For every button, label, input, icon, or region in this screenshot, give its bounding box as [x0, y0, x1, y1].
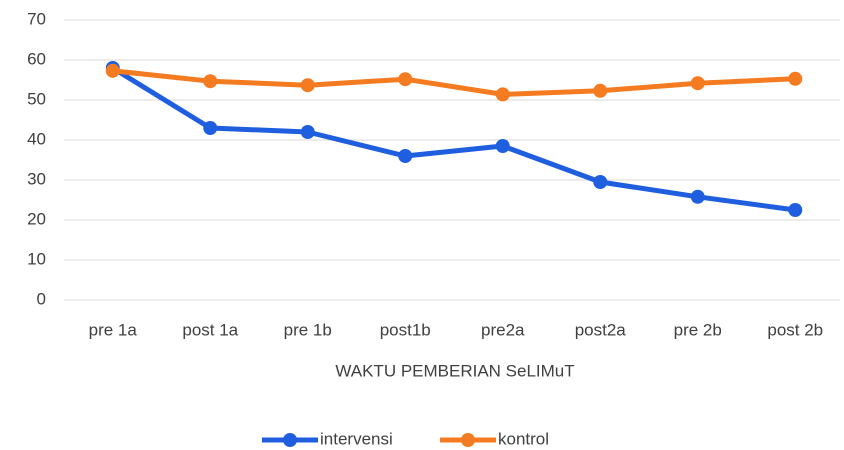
- series-line: [111, 65, 796, 213]
- y-tick-label: 10: [27, 249, 46, 268]
- y-tick-label: 70: [27, 9, 46, 28]
- point: [690, 76, 705, 91]
- point: [690, 189, 705, 204]
- legend-marker: [283, 433, 297, 447]
- x-tick-label: pre2a: [481, 320, 525, 339]
- point: [300, 78, 315, 93]
- point: [203, 121, 218, 135]
- point: [495, 139, 510, 153]
- series-line: [112, 68, 796, 97]
- point: [300, 125, 315, 139]
- legend-label: kontrol: [498, 429, 549, 448]
- x-tick-label: pre 2b: [674, 320, 722, 339]
- x-tick-label: post 2b: [767, 320, 823, 339]
- point: [788, 203, 803, 217]
- y-tick-label: 20: [27, 209, 46, 228]
- point: [788, 71, 803, 86]
- point: [105, 63, 120, 78]
- point: [593, 175, 608, 189]
- y-tick-label: 40: [27, 129, 46, 148]
- y-tick-label: 60: [27, 49, 46, 68]
- x-axis-title: WAKTU PEMBERIAN SeLIMuT: [335, 361, 574, 380]
- point: [203, 74, 218, 89]
- x-tick-label: pre 1b: [284, 320, 332, 339]
- point: [495, 87, 510, 102]
- y-tick-label: 50: [27, 89, 46, 108]
- x-tick-label: post2a: [575, 320, 627, 339]
- y-tick-label: 30: [27, 169, 46, 188]
- point: [593, 83, 608, 98]
- legend-marker: [461, 433, 475, 447]
- x-tick-label: post 1a: [182, 320, 238, 339]
- point: [398, 149, 413, 163]
- x-tick-label: post1b: [380, 320, 431, 339]
- x-tick-label: pre 1a: [89, 320, 138, 339]
- legend-label: intervensi: [320, 429, 393, 448]
- y-tick-label: 0: [37, 289, 46, 308]
- point: [398, 72, 413, 87]
